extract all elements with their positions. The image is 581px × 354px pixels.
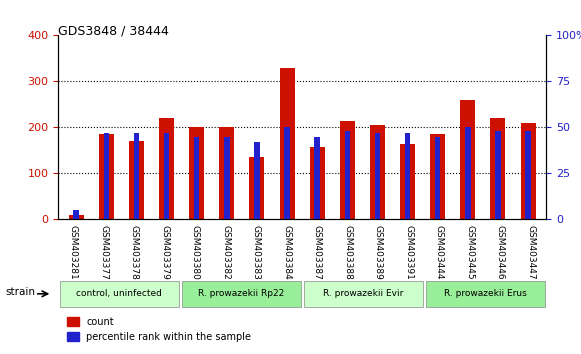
Text: GSM403446: GSM403446 [496,225,505,279]
Bar [219,127,234,219]
Bar [525,131,531,219]
Bar [521,123,536,219]
Text: GSM403378: GSM403378 [130,225,139,280]
Bar [73,210,79,219]
Text: GSM403377: GSM403377 [99,225,108,280]
Bar [249,157,264,219]
Bar [340,120,355,219]
Bar [279,68,295,219]
Text: GSM403383: GSM403383 [252,225,261,280]
Bar [495,131,501,219]
Bar [370,125,385,219]
Bar [400,143,415,219]
Text: GSM403444: GSM403444 [435,225,444,279]
FancyBboxPatch shape [182,281,300,307]
Text: R. prowazekii Evir: R. prowazekii Evir [323,289,403,298]
Bar [435,137,440,219]
Text: GSM403447: GSM403447 [526,225,535,279]
Bar [103,133,109,219]
Bar [129,141,144,219]
Bar [465,127,471,219]
Bar [460,100,475,219]
Text: strain: strain [6,287,36,297]
FancyBboxPatch shape [304,281,422,307]
Bar [159,118,174,219]
Text: GSM403445: GSM403445 [465,225,474,279]
FancyBboxPatch shape [426,281,544,307]
Bar [430,134,445,219]
FancyBboxPatch shape [60,281,178,307]
Bar [164,133,169,219]
Bar [405,133,410,219]
Bar [284,127,290,219]
Legend: count, percentile rank within the sample: count, percentile rank within the sample [63,313,255,346]
Text: GSM403380: GSM403380 [191,225,200,280]
Bar [224,137,229,219]
Bar [134,133,139,219]
Text: GSM403379: GSM403379 [160,225,169,280]
Bar [69,215,84,219]
Text: GDS3848 / 38444: GDS3848 / 38444 [58,25,169,38]
Text: GSM403388: GSM403388 [343,225,352,280]
Text: GSM403389: GSM403389 [374,225,383,280]
Bar [99,134,114,219]
Bar [194,137,199,219]
Bar [310,147,325,219]
Bar [375,133,380,219]
Text: R. prowazekii Rp22: R. prowazekii Rp22 [198,289,284,298]
Text: GSM403391: GSM403391 [404,225,413,280]
Bar [314,137,320,219]
Bar [490,118,505,219]
Text: control, uninfected: control, uninfected [76,289,162,298]
Bar [254,142,260,219]
Text: GSM403387: GSM403387 [313,225,322,280]
Text: R. prowazekii Erus: R. prowazekii Erus [444,289,526,298]
Text: GSM403384: GSM403384 [282,225,291,280]
Bar [345,131,350,219]
Text: GSM403382: GSM403382 [221,225,230,280]
Bar [189,127,204,219]
Text: GSM403281: GSM403281 [69,225,78,280]
